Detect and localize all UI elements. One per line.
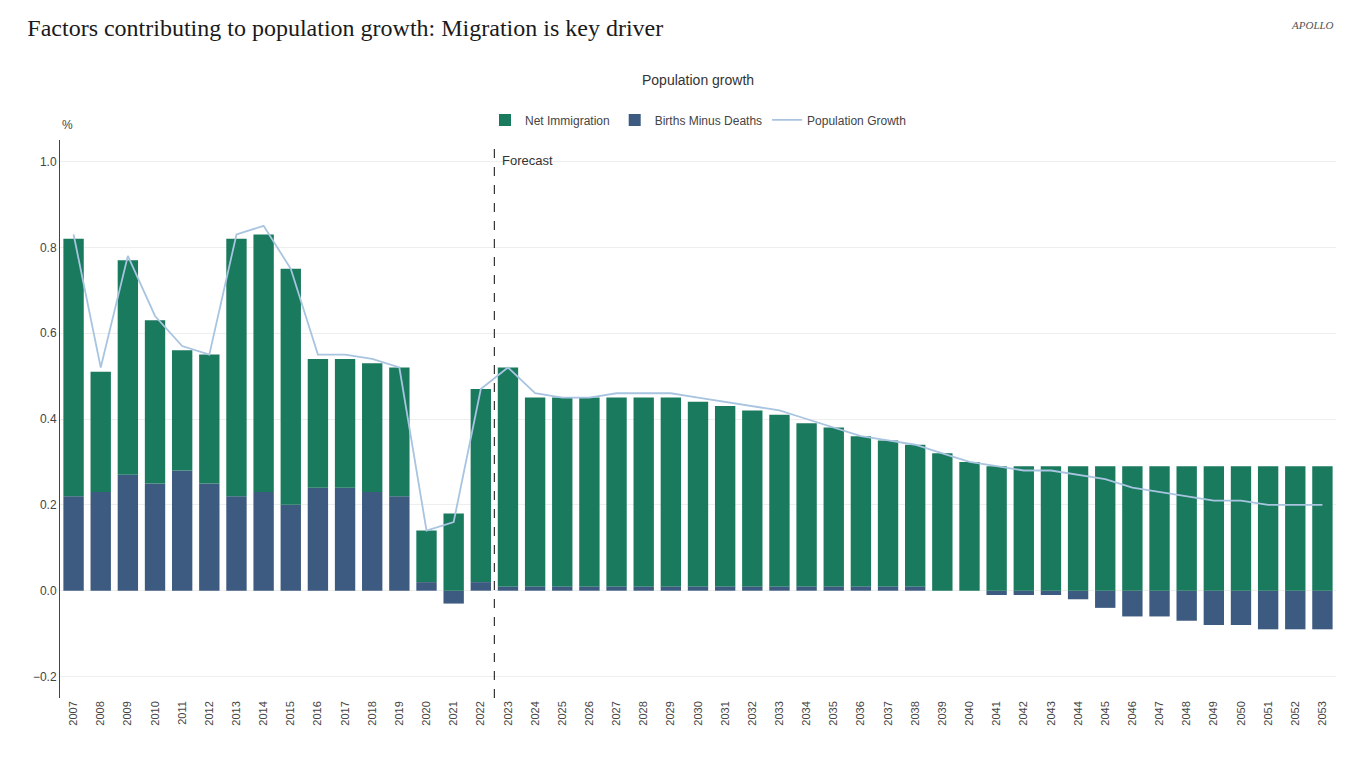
svg-text:2023: 2023 [502,701,514,725]
svg-text:2009: 2009 [121,701,133,725]
svg-text:2015: 2015 [284,701,296,725]
svg-text:2025: 2025 [556,701,568,725]
svg-text:2043: 2043 [1045,701,1057,725]
svg-text:2021: 2021 [447,701,459,725]
svg-text:2034: 2034 [800,701,812,725]
svg-text:2039: 2039 [936,701,948,725]
svg-text:2044: 2044 [1072,701,1084,725]
svg-text:2027: 2027 [610,701,622,725]
svg-text:2007: 2007 [67,701,79,725]
svg-text:2049: 2049 [1207,701,1219,725]
svg-text:0.0: 0.0 [40,584,57,598]
svg-text:2013: 2013 [230,701,242,725]
svg-text:2008: 2008 [94,701,106,725]
svg-text:Births Minus Deaths: Births Minus Deaths [655,114,762,128]
svg-text:2040: 2040 [963,701,975,725]
svg-text:2041: 2041 [990,701,1002,725]
svg-text:2024: 2024 [529,701,541,725]
svg-text:%: % [62,118,73,132]
svg-text:Net Immigration: Net Immigration [525,114,610,128]
svg-text:Population Growth: Population Growth [807,114,906,128]
svg-text:2031: 2031 [719,701,731,725]
svg-text:2026: 2026 [583,701,595,725]
svg-text:−0.2: −0.2 [33,670,57,684]
svg-text:2047: 2047 [1153,701,1165,725]
svg-text:2028: 2028 [637,701,649,725]
svg-text:2014: 2014 [257,701,269,725]
svg-text:2019: 2019 [393,701,405,725]
svg-text:2012: 2012 [203,701,215,725]
svg-text:2050: 2050 [1235,701,1247,725]
svg-text:2016: 2016 [311,701,323,725]
svg-text:2037: 2037 [882,701,894,725]
svg-text:2033: 2033 [773,701,785,725]
svg-text:2011: 2011 [176,701,188,725]
svg-text:2036: 2036 [854,701,866,725]
svg-text:2048: 2048 [1180,701,1192,725]
svg-text:Forecast: Forecast [502,153,553,168]
svg-text:2051: 2051 [1262,701,1274,725]
svg-text:APOLLO: APOLLO [1291,19,1334,31]
svg-text:2030: 2030 [692,701,704,725]
svg-text:2045: 2045 [1099,701,1111,725]
svg-text:2017: 2017 [339,701,351,725]
svg-text:Population growth: Population growth [642,72,754,88]
svg-text:0.6: 0.6 [40,326,57,340]
svg-text:2032: 2032 [746,701,758,725]
svg-text:2038: 2038 [909,701,921,725]
svg-text:0.8: 0.8 [40,241,57,255]
svg-text:1.0: 1.0 [40,155,57,169]
svg-text:2035: 2035 [827,701,839,725]
svg-text:2018: 2018 [366,701,378,725]
svg-text:2020: 2020 [420,701,432,725]
svg-text:2042: 2042 [1017,701,1029,725]
svg-text:0.4: 0.4 [40,412,57,426]
svg-text:2029: 2029 [664,701,676,725]
svg-text:0.2: 0.2 [40,498,57,512]
svg-text:Factors contributing to popula: Factors contributing to population growt… [27,15,663,41]
svg-text:2052: 2052 [1289,701,1301,725]
svg-text:2046: 2046 [1126,701,1138,725]
svg-text:2010: 2010 [149,701,161,725]
svg-text:2053: 2053 [1316,701,1328,725]
svg-text:2022: 2022 [474,701,486,725]
